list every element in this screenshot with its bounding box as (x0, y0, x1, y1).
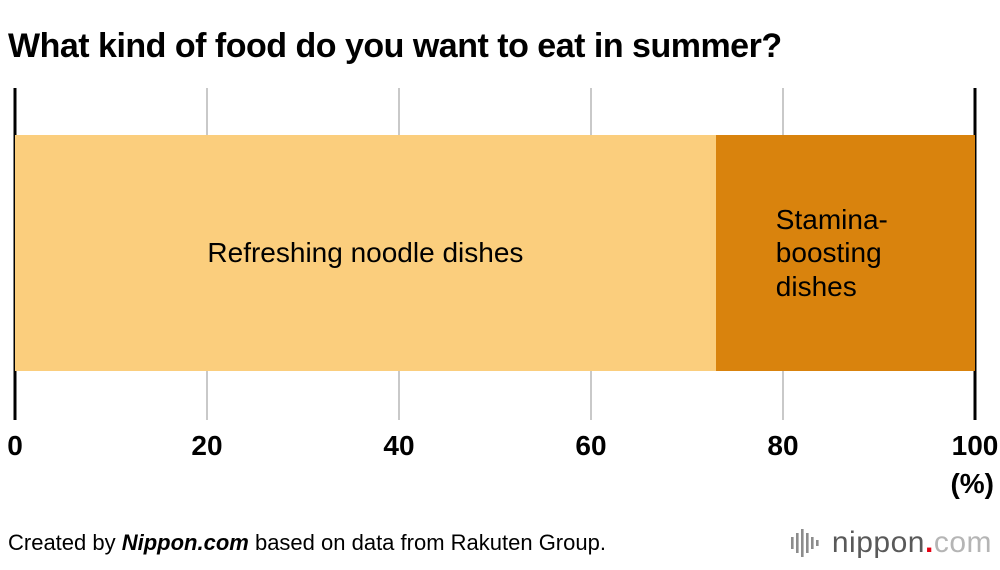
x-axis: 0 20 40 60 80 100 (7, 430, 998, 470)
x-tick-label-60: 60 (575, 430, 607, 461)
segment-label-stamina-boosting-dishes: Stamina-boosting dishes (775, 204, 888, 302)
stacked-bar: Refreshing noodle dishes Stamina-boostin… (15, 135, 975, 371)
credit-source: Nippon.com (121, 530, 249, 555)
credit-suffix: based on data from Rakuten Group. (248, 530, 606, 555)
credit-text: Created by Nippon.com based on data from… (8, 530, 606, 556)
gridline-100 (973, 88, 977, 420)
logo-tld: com (933, 526, 992, 559)
segment-label-refreshing-noodle-dishes: Refreshing noodle dishes (207, 237, 524, 269)
x-tick-label-20: 20 (191, 430, 223, 461)
x-tick-label-40: 40 (383, 430, 415, 461)
bar-segment-refreshing-noodle-dishes: Refreshing noodle dishes (15, 135, 716, 371)
bar-segment-stamina-boosting-dishes: Stamina-boosting dishes (715, 135, 975, 371)
x-tick-label-0: 0 (7, 430, 23, 461)
soundwave-bars-icon (790, 529, 819, 557)
nippon-logo: nippon.com (789, 526, 992, 560)
nippon-logo-text: nippon.com (832, 526, 992, 560)
plot-area: Refreshing noodle dishes Stamina-boostin… (13, 88, 977, 420)
credit-prefix: Created by (8, 530, 122, 555)
footer: Created by Nippon.com based on data from… (8, 522, 992, 564)
x-axis-unit-label: (%) (950, 468, 994, 499)
logo-dot: . (924, 526, 934, 559)
logo-name: nippon (831, 526, 925, 559)
chart-title: What kind of food do you want to eat in … (8, 26, 782, 65)
x-tick-label-80: 80 (767, 430, 799, 461)
x-tick-label-100: 100 (951, 430, 999, 461)
